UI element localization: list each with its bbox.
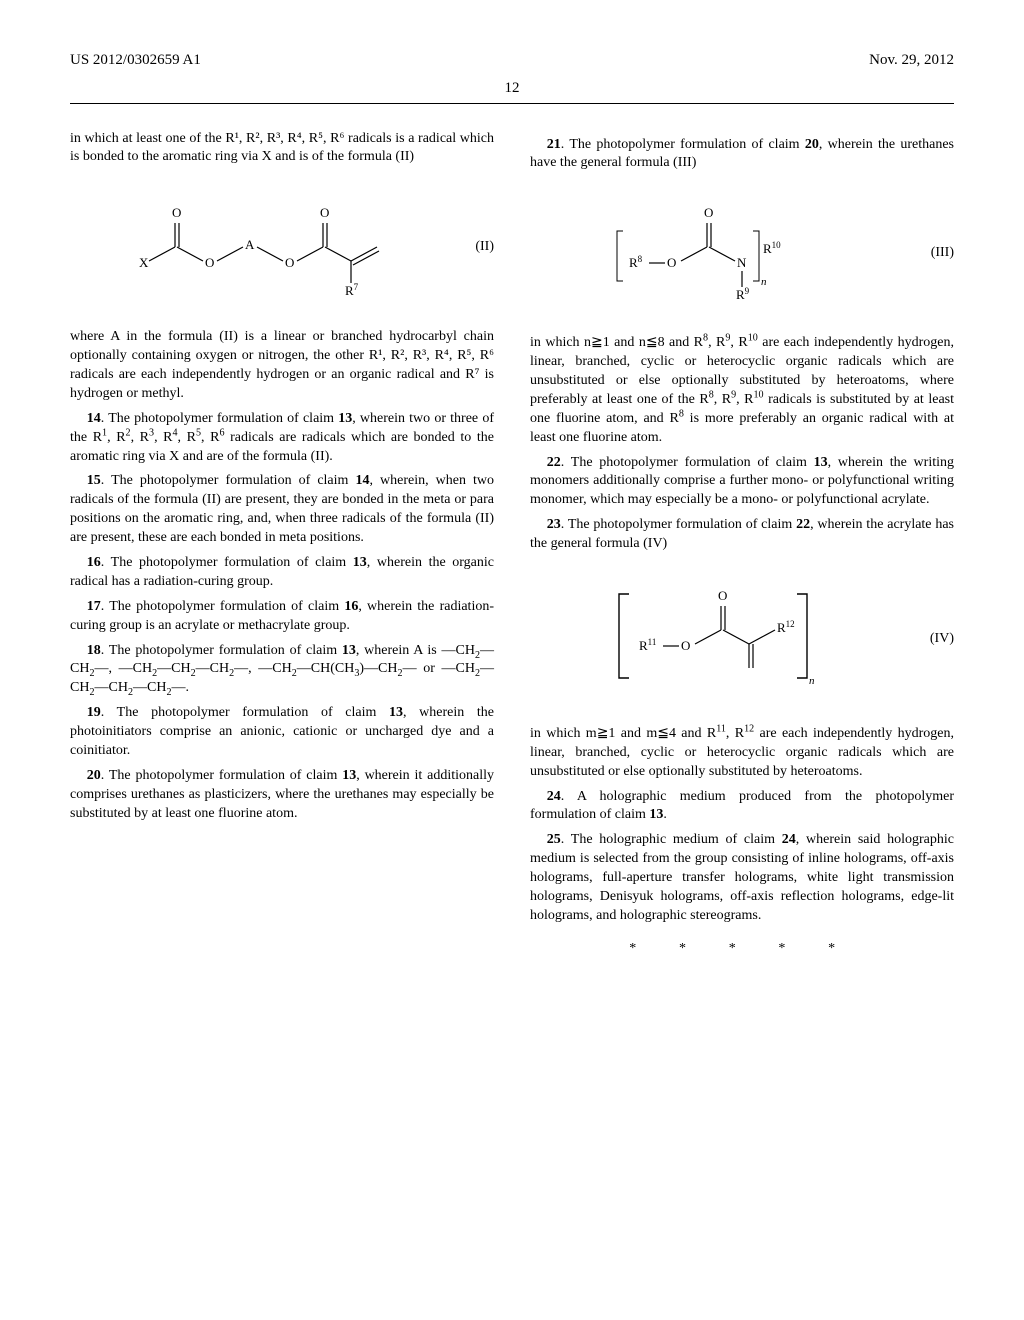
formula-IV-structure: R11 O O R12 [530,576,912,703]
formula-III-block: R8 O O N [530,195,954,312]
svg-text:R9: R9 [736,286,750,302]
claim-19: 19. The photopolymer formulation of clai… [70,704,494,761]
svg-text:N: N [737,255,747,270]
formula-III-tag: (III) [912,244,954,263]
post-formula-1: where A in the formula (II) is a linear … [70,328,494,404]
post-formula-4: in which m≧1 and m≦4 and R11, R12 are ea… [530,725,954,782]
claim-14: 14. The photopolymer formulation of clai… [70,410,494,467]
formula-IV-tag: (IV) [912,630,954,649]
svg-text:O: O [718,588,727,603]
formula-IV-block: R11 O O R12 [530,576,954,703]
header-left: US 2012/0302659 A1 [70,50,201,70]
header-rule [70,103,954,104]
claim-24: 24. A holographic medium produced from t… [530,788,954,826]
claim-25: 25. The holographic medium of claim 24, … [530,831,954,925]
svg-text:X: X [139,255,149,270]
content-columns: in which at least one of the R¹, R², R³,… [70,130,954,959]
svg-text:R11: R11 [639,637,656,653]
claim-22: 22. The photopolymer formulation of clai… [530,454,954,511]
intro-text-1: in which at least one of the R¹, R², R³,… [70,130,494,168]
svg-text:R8: R8 [629,254,643,270]
svg-text:n: n [809,675,815,687]
svg-text:O: O [667,255,676,270]
svg-text:n: n [761,276,767,288]
svg-text:O: O [205,255,214,270]
page-number: 12 [70,78,954,98]
svg-text:R7: R7 [345,282,359,298]
claim-15: 15. The photopolymer formulation of clai… [70,472,494,548]
formula-III-structure: R8 O O N [530,195,912,312]
svg-text:O: O [681,638,690,653]
svg-text:R10: R10 [763,240,781,256]
svg-text:O: O [172,205,181,220]
end-stars: * * * * * [530,940,954,959]
post-formula-3: in which n≧1 and n≦8 and R8, R9, R10 are… [530,334,954,447]
page: US 2012/0302659 A1 Nov. 29, 2012 12 in w… [0,0,1024,1320]
claim-20: 20. The photopolymer formulation of clai… [70,767,494,824]
page-header: US 2012/0302659 A1 Nov. 29, 2012 [70,50,954,70]
svg-text:R12: R12 [777,619,795,635]
header-right: Nov. 29, 2012 [869,50,954,70]
svg-text:O: O [285,255,294,270]
claim-21: 21. The photopolymer formulation of clai… [530,136,954,174]
formula-II-block: X O O A O [70,189,494,306]
formula-II-structure: X O O A O [70,189,452,306]
svg-text:A: A [245,237,255,252]
claim-16: 16. The photopolymer formulation of clai… [70,554,494,592]
svg-text:O: O [704,205,713,220]
svg-text:O: O [320,205,329,220]
claim-18: 18. The photopolymer formulation of clai… [70,642,494,699]
formula-II-tag: (II) [452,238,494,257]
claim-23: 23. The photopolymer formulation of clai… [530,516,954,554]
claim-17: 17. The photopolymer formulation of clai… [70,598,494,636]
